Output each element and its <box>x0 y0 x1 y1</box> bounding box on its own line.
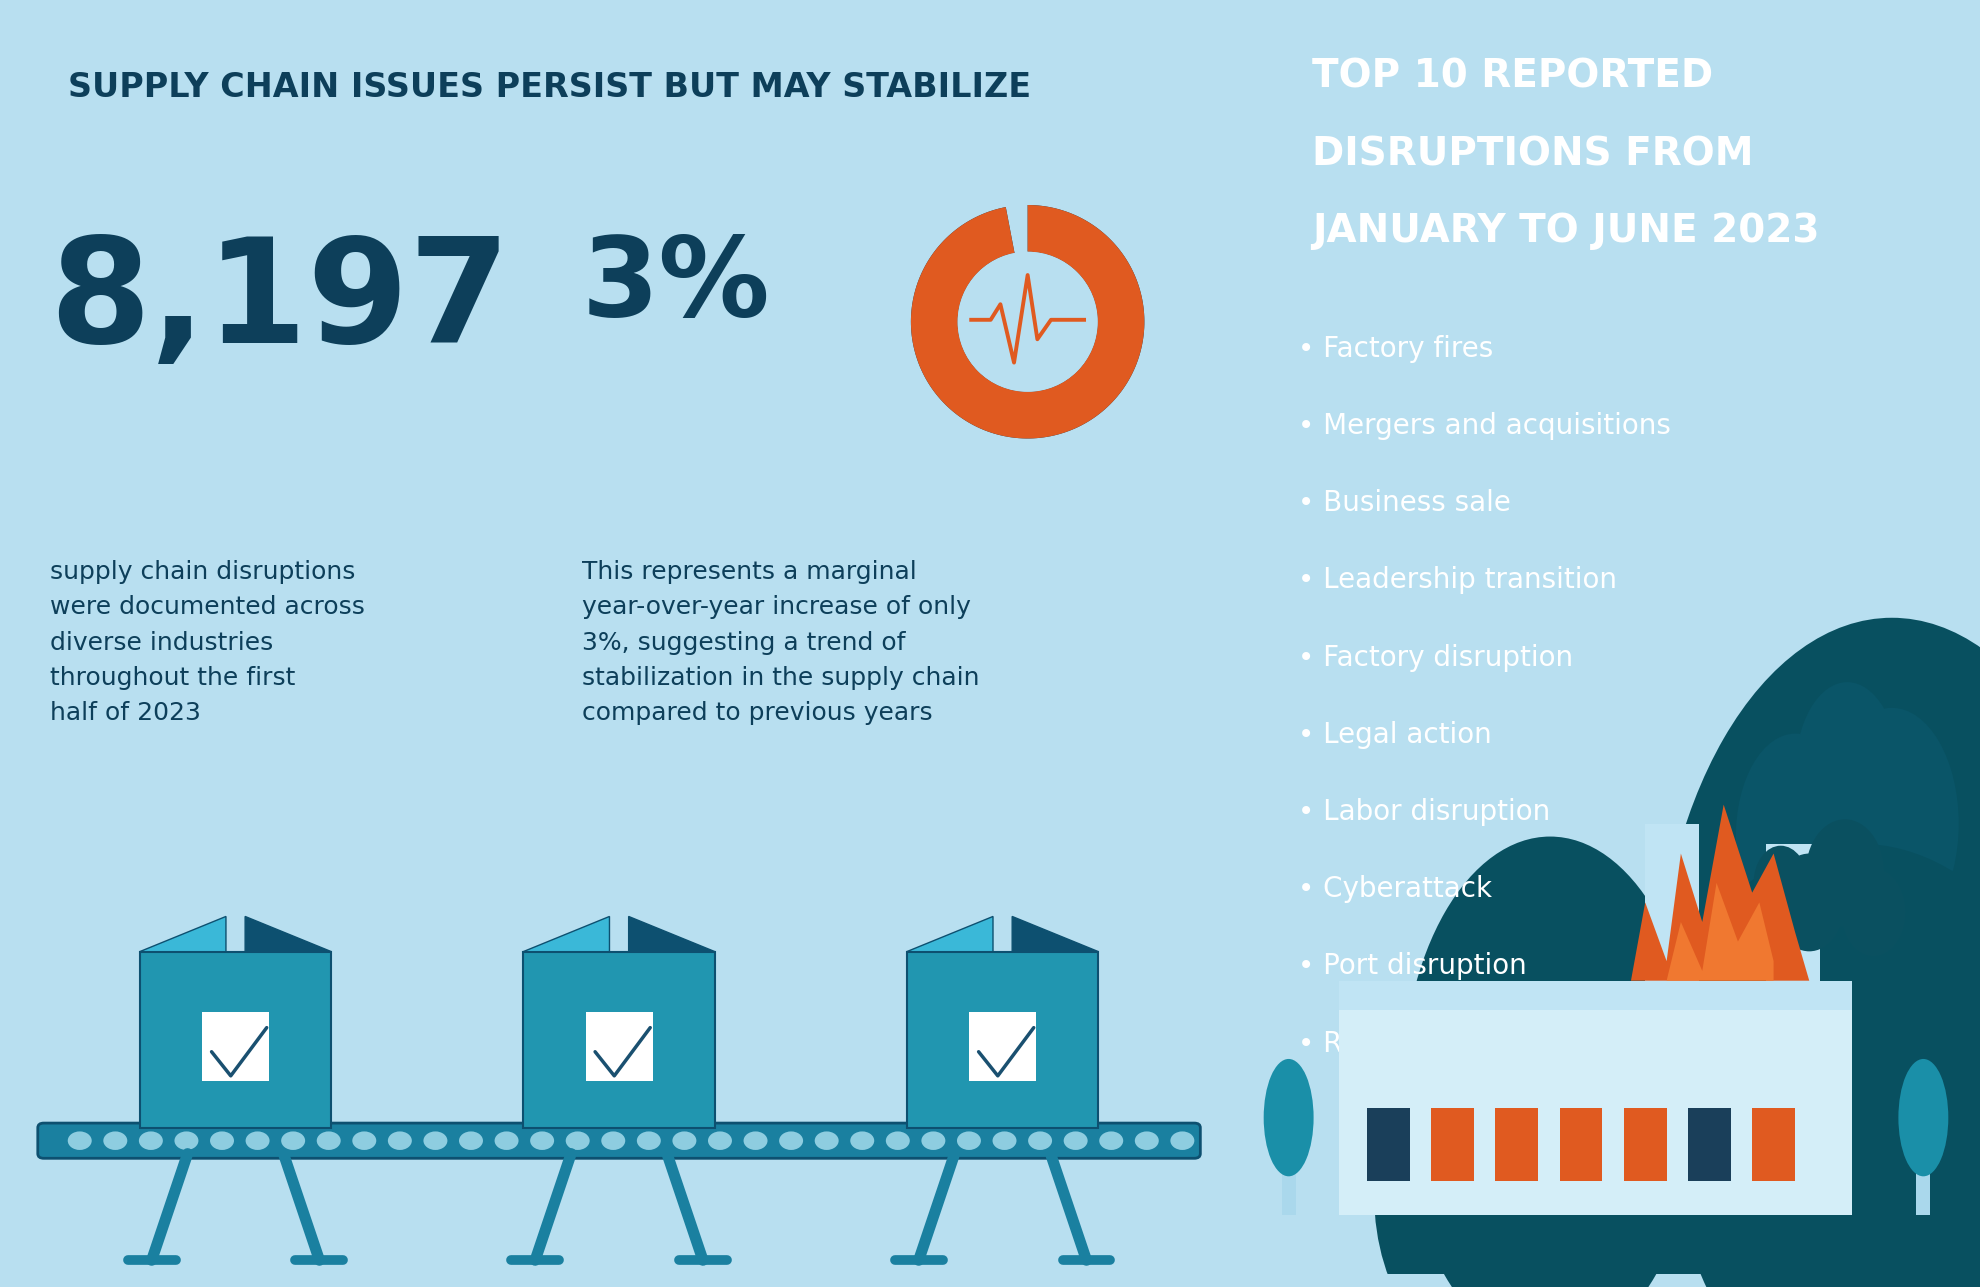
Circle shape <box>1170 1131 1194 1151</box>
Circle shape <box>1028 1131 1051 1151</box>
Circle shape <box>459 1131 483 1151</box>
Circle shape <box>671 1131 697 1151</box>
Polygon shape <box>1665 883 1772 981</box>
Circle shape <box>1841 869 1905 956</box>
FancyBboxPatch shape <box>1645 824 1699 981</box>
Circle shape <box>103 1131 127 1151</box>
FancyBboxPatch shape <box>968 1012 1036 1081</box>
Circle shape <box>1752 846 1808 920</box>
Polygon shape <box>907 916 992 951</box>
Circle shape <box>636 1131 661 1151</box>
Text: • Factory fires: • Factory fires <box>1297 335 1493 363</box>
Text: 3%: 3% <box>582 232 770 338</box>
Circle shape <box>885 1131 909 1151</box>
Circle shape <box>174 1131 198 1151</box>
FancyBboxPatch shape <box>1281 1157 1295 1215</box>
Text: • Legal action: • Legal action <box>1297 721 1491 749</box>
Text: TOP 10 REPORTED: TOP 10 REPORTED <box>1311 58 1713 97</box>
Circle shape <box>210 1131 234 1151</box>
Circle shape <box>1402 837 1699 1287</box>
FancyBboxPatch shape <box>586 1012 651 1081</box>
Circle shape <box>1804 820 1883 927</box>
FancyBboxPatch shape <box>1558 1108 1602 1181</box>
Polygon shape <box>523 916 610 951</box>
Circle shape <box>1063 1131 1087 1151</box>
Circle shape <box>849 1131 873 1151</box>
Circle shape <box>246 1131 269 1151</box>
Circle shape <box>495 1131 519 1151</box>
Ellipse shape <box>1263 1059 1313 1176</box>
Circle shape <box>566 1131 590 1151</box>
FancyBboxPatch shape <box>1366 1108 1410 1181</box>
FancyBboxPatch shape <box>1495 1108 1538 1181</box>
Circle shape <box>778 1131 802 1151</box>
Circle shape <box>1794 682 1899 862</box>
Circle shape <box>388 1131 412 1151</box>
FancyBboxPatch shape <box>1752 1108 1794 1181</box>
Circle shape <box>602 1131 626 1151</box>
Circle shape <box>1653 618 1980 1287</box>
Circle shape <box>742 1131 766 1151</box>
Circle shape <box>1772 853 1843 951</box>
FancyBboxPatch shape <box>523 951 715 1127</box>
FancyBboxPatch shape <box>1430 1108 1473 1181</box>
Circle shape <box>139 1131 162 1151</box>
Text: JANUARY TO JUNE 2023: JANUARY TO JUNE 2023 <box>1311 212 1820 251</box>
Text: • Recall: • Recall <box>1297 1030 1404 1058</box>
Text: • Business sale: • Business sale <box>1297 489 1509 517</box>
Circle shape <box>921 1131 944 1151</box>
Circle shape <box>814 1131 838 1151</box>
Text: • Factory disruption: • Factory disruption <box>1297 644 1572 672</box>
Text: SUPPLY CHAIN ISSUES PERSIST BUT MAY STABILIZE: SUPPLY CHAIN ISSUES PERSIST BUT MAY STAB… <box>67 71 1032 104</box>
Text: • Port disruption: • Port disruption <box>1297 952 1525 981</box>
Circle shape <box>1734 734 1853 940</box>
Circle shape <box>67 1131 91 1151</box>
FancyBboxPatch shape <box>202 1012 269 1081</box>
Text: • Leadership transition: • Leadership transition <box>1297 566 1616 595</box>
Polygon shape <box>911 205 1144 439</box>
Circle shape <box>1630 844 1980 1287</box>
Circle shape <box>707 1131 731 1151</box>
FancyBboxPatch shape <box>1338 981 1851 1215</box>
Polygon shape <box>246 916 331 951</box>
Polygon shape <box>1630 804 1808 981</box>
Text: • Mergers and acquisitions: • Mergers and acquisitions <box>1297 412 1669 440</box>
Circle shape <box>281 1131 305 1151</box>
FancyBboxPatch shape <box>1624 1108 1665 1181</box>
FancyBboxPatch shape <box>1915 1157 1929 1215</box>
Polygon shape <box>1012 916 1097 951</box>
Circle shape <box>956 252 1097 391</box>
Circle shape <box>956 1131 980 1151</box>
Circle shape <box>317 1131 341 1151</box>
Text: This represents a marginal
year-over-year increase of only
3%, suggesting a tren: This represents a marginal year-over-yea… <box>582 560 978 726</box>
FancyBboxPatch shape <box>907 951 1097 1127</box>
Circle shape <box>992 1131 1016 1151</box>
Circle shape <box>1099 1131 1123 1151</box>
FancyBboxPatch shape <box>1338 981 1851 1010</box>
FancyBboxPatch shape <box>1766 844 1820 981</box>
Text: • Labor disruption: • Labor disruption <box>1297 798 1548 826</box>
Ellipse shape <box>1897 1059 1948 1176</box>
Polygon shape <box>628 916 715 951</box>
Circle shape <box>1374 1019 1630 1287</box>
Circle shape <box>424 1131 447 1151</box>
Text: supply chain disruptions
were documented across
diverse industries
throughout th: supply chain disruptions were documented… <box>50 560 364 726</box>
Text: • Cyberattack: • Cyberattack <box>1297 875 1491 903</box>
Circle shape <box>352 1131 376 1151</box>
Polygon shape <box>911 205 1144 439</box>
FancyBboxPatch shape <box>1687 1108 1731 1181</box>
Text: DISRUPTIONS FROM: DISRUPTIONS FROM <box>1311 135 1752 174</box>
Polygon shape <box>139 916 226 951</box>
Circle shape <box>1135 1131 1158 1151</box>
Circle shape <box>531 1131 554 1151</box>
Text: 8,197: 8,197 <box>50 232 511 373</box>
FancyBboxPatch shape <box>139 951 331 1127</box>
Circle shape <box>1824 708 1958 940</box>
FancyBboxPatch shape <box>38 1124 1200 1158</box>
